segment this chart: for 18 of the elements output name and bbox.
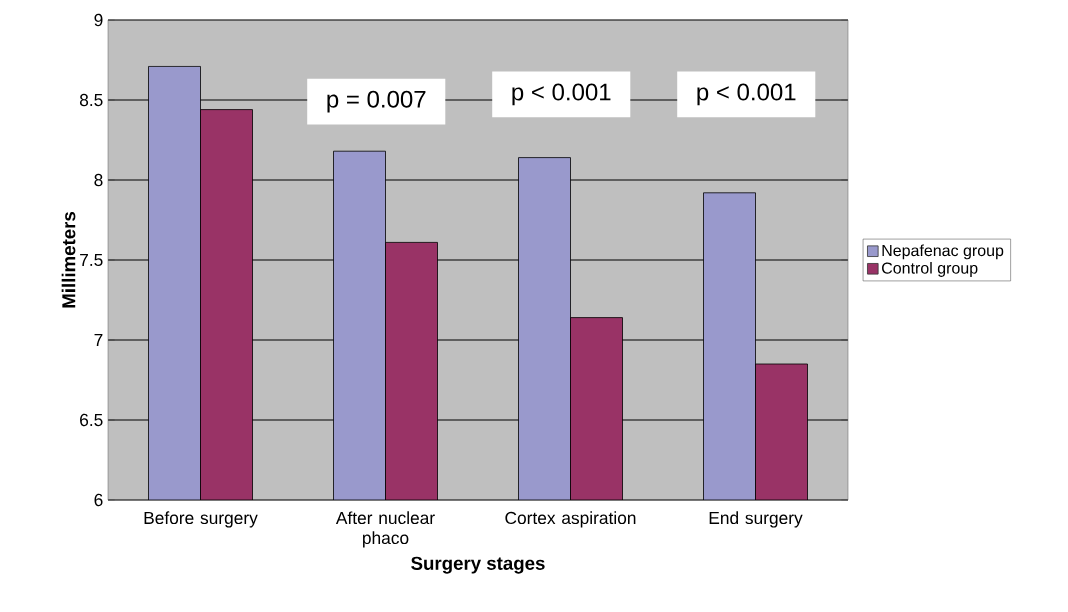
y-tick-label: 6.5 xyxy=(80,413,103,427)
y-axis-title: Millimeters xyxy=(61,212,76,308)
y-tick-label: 8 xyxy=(94,173,103,187)
legend-label: Control group xyxy=(882,262,978,277)
x-tick-label: End surgery xyxy=(709,511,803,528)
y-tick-label: 7 xyxy=(94,334,103,346)
y-tick-label: 8.5 xyxy=(79,93,103,107)
x-axis-title: Surgery stages xyxy=(411,556,545,574)
annotation: p = 0.007 xyxy=(327,90,426,113)
x-tick-label: Cortex aspiration xyxy=(505,511,636,528)
x-tick-label: Before surgery xyxy=(144,511,258,528)
annotation: p < 0.001 xyxy=(697,83,796,106)
annotation: p < 0.001 xyxy=(512,83,611,106)
y-tick-label: 7.5 xyxy=(80,253,103,267)
x-tick-label: After nuclear phaco xyxy=(335,511,435,548)
legend-label: Nepafenac group xyxy=(882,244,1004,260)
y-tick-label: 6 xyxy=(94,493,103,507)
y-tick-label: 9 xyxy=(94,13,103,27)
